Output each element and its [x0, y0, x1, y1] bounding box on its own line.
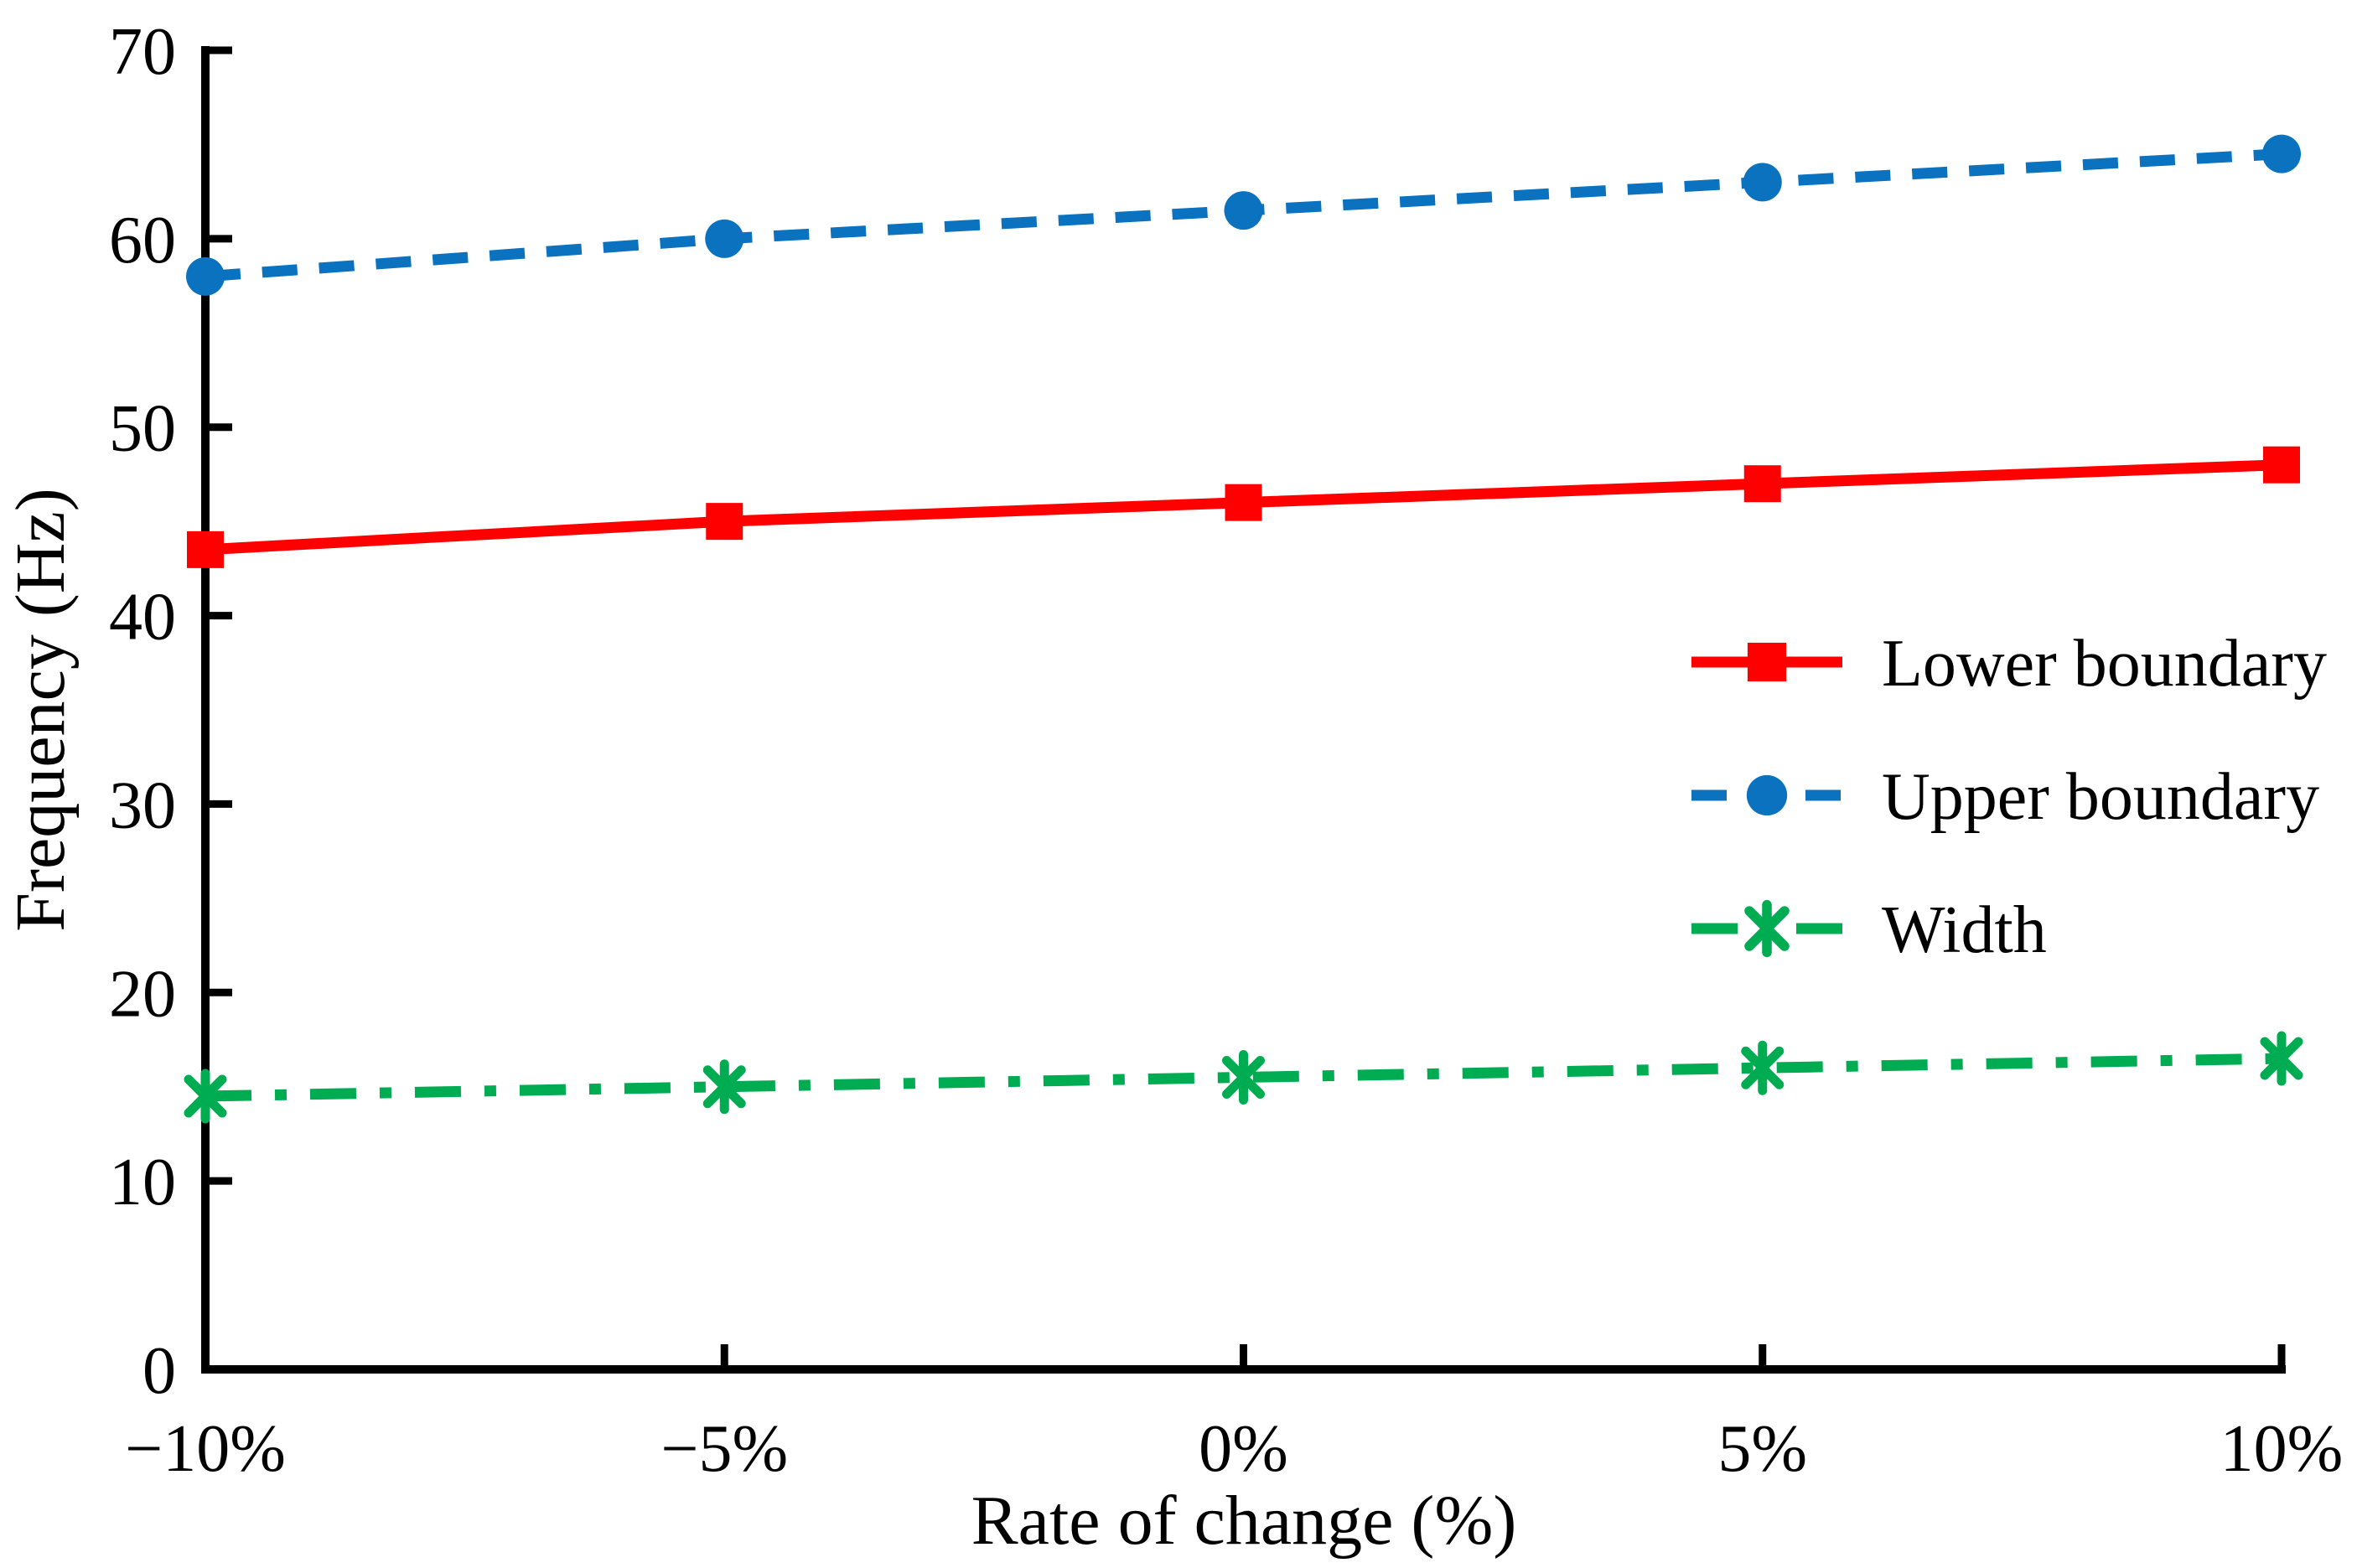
x-tick-label: −5% — [660, 1412, 788, 1486]
asterisk-marker — [702, 1059, 746, 1115]
legend: Lower boundary Upper boundary Width — [1691, 627, 2327, 967]
y-tick-label: 70 — [109, 15, 176, 89]
y-tick-label: 30 — [109, 768, 176, 842]
y-tick-label: 60 — [109, 204, 176, 277]
series-width — [184, 1031, 2303, 1124]
asterisk-marker — [2260, 1031, 2303, 1086]
y-axis-title: Frequency (Hz) — [2, 488, 80, 931]
series-line-width — [205, 1053, 2282, 1102]
y-tick-label: 40 — [109, 581, 176, 655]
square-marker — [2263, 446, 2300, 484]
y-tick-label: 20 — [109, 957, 176, 1031]
x-tick-label: 10% — [2220, 1412, 2344, 1486]
square-marker — [1743, 465, 1781, 503]
x-tick-label: −10% — [125, 1412, 286, 1486]
legend-label: Lower boundary — [1882, 627, 2327, 701]
y-tick-label: 10 — [109, 1146, 176, 1219]
circle-marker — [705, 219, 744, 258]
circle-marker — [186, 256, 225, 296]
data-series — [184, 134, 2303, 1124]
series-lower-boundary — [187, 446, 2300, 568]
asterisk-marker — [1744, 899, 1790, 958]
square-marker — [706, 503, 743, 541]
legend-label: Upper boundary — [1882, 760, 2319, 834]
square-marker — [1747, 642, 1787, 682]
x-axis-title: Rate of change (%) — [971, 1482, 1517, 1560]
series-upper-boundary — [186, 134, 2301, 296]
asterisk-marker — [1222, 1049, 1265, 1105]
y-tick-label: 50 — [109, 392, 176, 466]
asterisk-marker — [1741, 1040, 1785, 1095]
legend-item-upper-boundary: Upper boundary — [1691, 760, 2319, 834]
circle-marker — [1746, 774, 1788, 816]
asterisk-marker — [184, 1069, 227, 1124]
circle-marker — [2262, 134, 2301, 173]
legend-item-lower-boundary: Lower boundary — [1691, 627, 2327, 701]
y-tick-label: 0 — [142, 1334, 176, 1408]
axes: 0 10 20 30 40 50 60 70 −10% −5% 0% 5% 10% — [109, 15, 2343, 1486]
square-marker — [1225, 484, 1262, 521]
legend-item-width: Width — [1691, 893, 2047, 967]
circle-marker — [1743, 163, 1782, 202]
legend-label: Width — [1882, 893, 2047, 967]
x-tick-label: 5% — [1717, 1412, 1807, 1486]
square-marker — [187, 530, 224, 568]
x-tick-label: 0% — [1199, 1412, 1288, 1486]
circle-marker — [1224, 191, 1263, 230]
